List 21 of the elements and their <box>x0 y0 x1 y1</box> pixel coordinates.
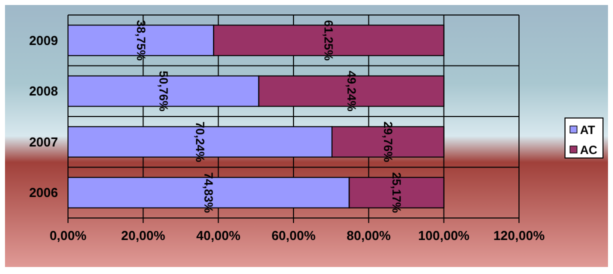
x-tick-label: 100,00% <box>418 228 470 243</box>
data-label: 74,83% <box>202 172 216 214</box>
legend-label: AC <box>580 143 598 157</box>
data-label: 29,76% <box>380 122 395 163</box>
data-label: 50,76% <box>156 70 170 112</box>
y-tick-label: 2009 <box>29 32 58 48</box>
y-tick-label: 2007 <box>29 134 58 150</box>
data-label: 38,75% <box>134 20 148 62</box>
y-tick-label: 2008 <box>29 84 58 99</box>
x-tick-label: 0,00% <box>50 228 87 243</box>
legend-label: AT <box>580 123 596 137</box>
x-tick-label: 20,00% <box>121 228 166 243</box>
y-tick-label: 2006 <box>29 185 58 200</box>
x-tick-label: 60,00% <box>271 228 316 243</box>
data-label: 61,25% <box>322 20 336 62</box>
data-label: 49,24% <box>344 70 358 112</box>
x-tick-label: 40,00% <box>196 228 241 243</box>
x-tick-label: 80,00% <box>346 228 392 243</box>
data-label: 25,17% <box>390 172 404 214</box>
x-tick-label: 120,00% <box>493 228 546 243</box>
data-label: 70,24% <box>192 122 207 163</box>
